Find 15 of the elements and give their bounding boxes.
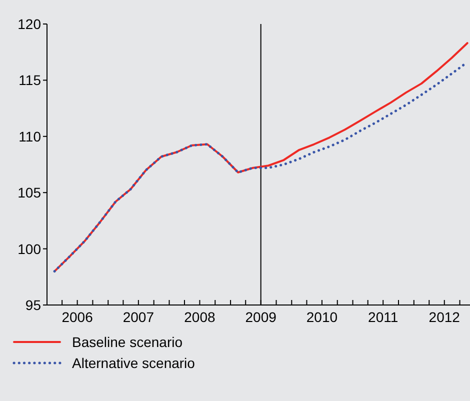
x-tick-label: 2011: [368, 309, 398, 325]
legend-label: Baseline scenario: [72, 334, 183, 350]
y-tick-label: 110: [18, 128, 42, 144]
x-tick-label: 2009: [245, 309, 277, 325]
x-tick-label: 2006: [62, 309, 94, 325]
legend-label: Alternative scenario: [72, 354, 195, 370]
x-tick-label: 2007: [122, 309, 154, 325]
y-tick-label: 105: [18, 184, 42, 201]
y-tick-label: 100: [18, 240, 42, 257]
x-tick-label: 2010: [306, 309, 338, 325]
x-tick-label: 2008: [184, 309, 216, 325]
y-tick-label: 120: [18, 16, 42, 32]
y-tick-label: 115: [18, 72, 42, 88]
y-tick-label: 95: [25, 296, 42, 313]
x-tick-label: 2012: [428, 309, 460, 325]
